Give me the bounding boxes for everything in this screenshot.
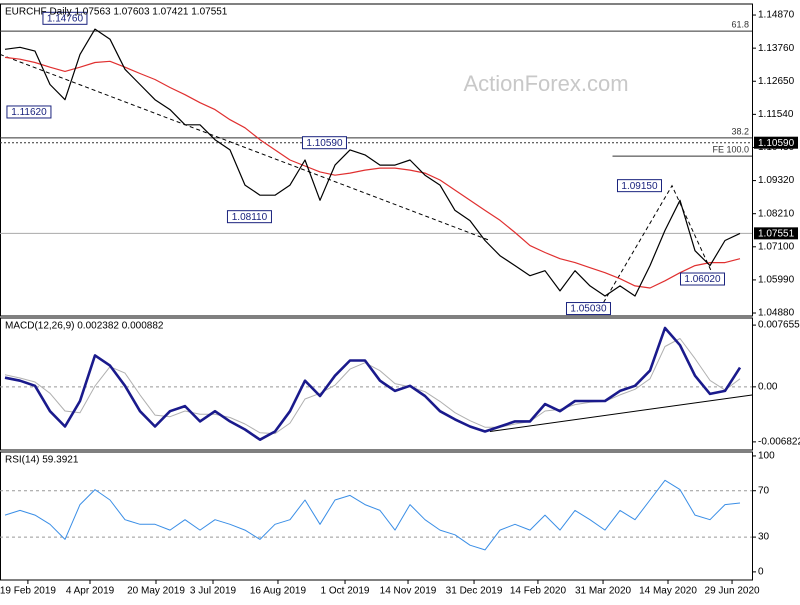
x-tick-label: 20 May 2019 (127, 586, 185, 597)
y-tick-label: 1.08210 (758, 208, 795, 219)
series-line (4, 28, 741, 297)
y-tick-label: 30 (758, 532, 770, 543)
x-tick-label: 14 May 2020 (639, 586, 697, 597)
annotation-box (6, 105, 52, 119)
annotation-label: 1.08110 (232, 212, 268, 223)
annotation-label: 1.14760 (47, 13, 84, 24)
y-tick-label: 0.007655 (758, 320, 800, 331)
y-tick-label: 1.09320 (758, 175, 795, 186)
x-tick-label: 1 Oct 2019 (321, 586, 370, 597)
level-label: 38.2 (731, 126, 749, 136)
y-tick-label: 0 (758, 567, 764, 578)
annotation-box (42, 11, 88, 25)
annotation-label: 1.05030 (570, 304, 607, 315)
price-tag (754, 227, 798, 240)
y-tick-label: 1.13760 (758, 43, 795, 54)
annotation-label: 1.09150 (621, 181, 658, 192)
annotation-label: 1.06020 (684, 274, 721, 285)
annotation-box (226, 210, 272, 224)
panel-frame (0, 3, 753, 317)
trend-line (0, 53, 491, 241)
series-line (4, 326, 742, 441)
level-label: FE 100.0 (712, 144, 749, 154)
series-line (4, 338, 741, 435)
annotation-label: 1.11620 (11, 107, 47, 118)
x-tick-label: 16 Aug 2019 (250, 586, 307, 597)
x-tick-label: 14 Nov 2019 (380, 586, 437, 597)
panel-title: MACD(12,26,9) 0.002382 0.000882 (5, 321, 164, 332)
y-tick-label: 1.11540 (758, 109, 794, 120)
x-tick-label: 4 Apr 2019 (66, 586, 115, 597)
panel-title: EURCHF Daily 1.07563 1.07603 1.07421 1.0… (5, 7, 228, 18)
annotation-label: 1.10590 (306, 138, 343, 149)
panel-title: RSI(14) 59.3921 (5, 455, 79, 466)
x-tick-label: 14 Feb 2020 (510, 586, 567, 597)
y-tick-label: 1.07100 (758, 241, 795, 252)
annotation-box (565, 302, 611, 316)
x-tick-label: 31 Mar 2020 (575, 586, 632, 597)
y-tick-label: 1.04880 (758, 308, 795, 319)
annotation-box (679, 272, 725, 286)
y-tick-label: 1.14870 (758, 10, 795, 21)
level-label: 61.8 (731, 20, 749, 30)
y-tick-label: 1.12650 (758, 76, 795, 87)
y-tick-label: 70 (758, 485, 770, 496)
price-tag-label: 1.07551 (758, 228, 795, 239)
watermark: ActionForex.com (463, 71, 628, 96)
x-tick-label: 19 Feb 2019 (0, 586, 56, 597)
y-tick-label: -0.006822 (758, 437, 800, 448)
x-tick-label: 3 Jul 2019 (190, 586, 237, 597)
price-tag-label: 1.10590 (758, 138, 795, 149)
annotation-box (301, 136, 347, 150)
annotation-box (616, 179, 662, 193)
trend-line (599, 184, 716, 309)
series-line (4, 479, 741, 551)
panel-frame (0, 451, 753, 581)
trend-line (489, 394, 753, 432)
x-tick-label: 31 Dec 2019 (446, 586, 503, 597)
x-tick-label: 29 Jun 2020 (705, 586, 760, 597)
y-tick-label: 100 (758, 451, 775, 462)
panel-frame (0, 317, 753, 451)
y-tick-label: 0.00 (758, 381, 778, 392)
y-tick-label: 1.05990 (758, 275, 795, 286)
price-tag (754, 136, 798, 149)
series-line (4, 56, 741, 289)
